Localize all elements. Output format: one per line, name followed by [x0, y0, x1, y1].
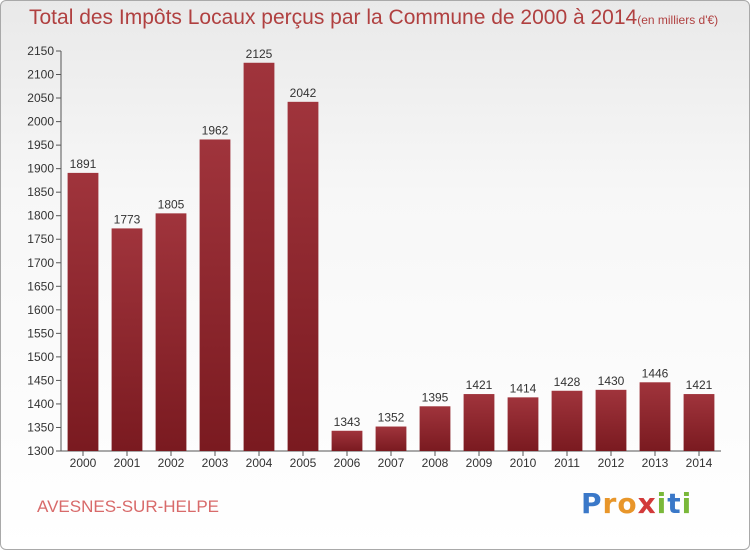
- logo-letter: i: [656, 487, 668, 520]
- bar-2007: [375, 426, 407, 451]
- bar-2013: [639, 382, 671, 451]
- logo-letter: i: [681, 487, 693, 520]
- y-tick-label: 1600: [27, 303, 54, 317]
- x-tick-label-2004: 2004: [246, 456, 273, 470]
- y-tick-label: 2100: [27, 68, 54, 82]
- bar-value-label-2013: 1446: [642, 366, 669, 380]
- bars: [67, 62, 715, 451]
- x-tick-label-2000: 2000: [70, 456, 97, 470]
- x-tick-label-2009: 2009: [466, 456, 493, 470]
- bar-2009: [463, 394, 495, 451]
- bar-value-label-2000: 1891: [70, 157, 97, 171]
- bar-value-label-2009: 1421: [466, 378, 493, 392]
- y-tick-label: 1800: [27, 209, 54, 223]
- bar-value-label-2005: 2042: [290, 86, 317, 100]
- bar-value-label-2010: 1414: [510, 381, 537, 395]
- x-tick-label-2002: 2002: [158, 456, 185, 470]
- y-tick-label: 1400: [27, 397, 54, 411]
- x-tick-label-2006: 2006: [334, 456, 361, 470]
- x-tick-label-2011: 2011: [554, 456, 580, 470]
- y-tick-label: 1900: [27, 162, 54, 176]
- bar-value-label-2014: 1421: [686, 378, 713, 392]
- bar-2004: [243, 62, 275, 451]
- chart-title-block: Total des Impôts Locaux perçus par la Co…: [29, 6, 718, 30]
- x-tick-label-2005: 2005: [290, 456, 317, 470]
- y-tick-label: 1650: [27, 279, 54, 293]
- bar-2002: [155, 213, 187, 451]
- bar-value-label-2002: 1805: [158, 197, 185, 211]
- bar-2006: [331, 430, 363, 451]
- y-axis: 1300 1350 1400 1450 1500 1550 1600 1650 1700 1750…: [27, 44, 62, 458]
- bar-2010: [507, 397, 539, 451]
- bar-2014: [683, 394, 715, 451]
- x-tick-label-2010: 2010: [510, 456, 537, 470]
- y-tick-label: 1300: [27, 444, 54, 458]
- y-tick-label: 2050: [27, 91, 54, 105]
- bar-value-label-2006: 1343: [334, 415, 361, 429]
- x-tick-label-2013: 2013: [642, 456, 669, 470]
- bar-2003: [199, 139, 231, 451]
- bar-value-label-2004: 2125: [246, 47, 273, 61]
- logo-letter: r: [602, 487, 618, 520]
- bar-2001: [111, 228, 143, 451]
- chart-subtitle: (en milliers d'€): [637, 13, 719, 27]
- y-tick-label: 1350: [27, 420, 54, 434]
- y-tick-label: 1550: [27, 326, 54, 340]
- bar-value-labels: 1891 1773 1805 1962 2125 2042 1343 1352 1395 1421…: [70, 47, 713, 429]
- y-tick-label: 1500: [27, 350, 54, 364]
- commune-name: AVESNES-SUR-HELPE: [37, 497, 220, 516]
- y-tick-label: 1700: [27, 256, 54, 270]
- bar-value-label-2008: 1395: [422, 390, 449, 404]
- bar-2005: [287, 101, 319, 451]
- logo-letter: P: [581, 487, 603, 520]
- x-tick-label-2003: 2003: [202, 456, 229, 470]
- y-tick-label: 1850: [27, 185, 54, 199]
- bar-2008: [419, 406, 451, 451]
- bar-value-label-2011: 1428: [554, 375, 581, 389]
- y-tick-label: 2000: [27, 115, 54, 129]
- bar-value-label-2001: 1773: [114, 212, 141, 226]
- chart-title: Total des Impôts Locaux perçus par la Co…: [29, 6, 638, 29]
- y-tick-label: 1950: [27, 138, 54, 152]
- x-tick-label-2012: 2012: [598, 456, 625, 470]
- bar-value-label-2007: 1352: [378, 411, 405, 425]
- logo-letter: t: [667, 487, 682, 520]
- x-tick-label-2014: 2014: [686, 456, 713, 470]
- y-tick-label: 2150: [27, 44, 54, 58]
- logo-letter: x: [637, 487, 657, 520]
- proxiti-logo: Proxiti: [581, 487, 692, 520]
- x-tick-label-2007: 2007: [378, 456, 405, 470]
- bar-value-label-2003: 1962: [202, 123, 229, 137]
- x-tick-label-2001: 2001: [114, 456, 141, 470]
- bar-value-label-2012: 1430: [598, 374, 625, 388]
- y-tick-label: 1450: [27, 373, 54, 387]
- logo-letter: o: [617, 487, 638, 520]
- bar-2012: [595, 389, 627, 451]
- bar-2011: [551, 390, 583, 451]
- y-tick-label: 1750: [27, 232, 54, 246]
- bar-2000: [67, 172, 99, 451]
- x-tick-label-2008: 2008: [422, 456, 449, 470]
- x-axis: 2000 2001 2002 2003 2004 2005 2006 2007 2008 2009…: [61, 450, 721, 470]
